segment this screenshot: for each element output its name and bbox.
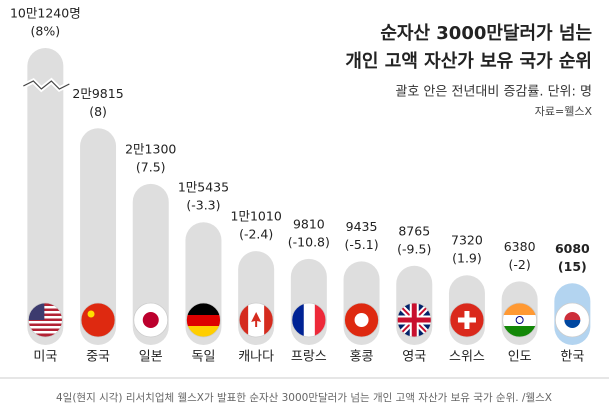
flag-outline bbox=[449, 302, 485, 338]
flag-part bbox=[28, 311, 63, 314]
source: 자료=웰스X bbox=[535, 105, 593, 118]
flag-part bbox=[515, 316, 524, 324]
category-label: 영국 bbox=[402, 350, 426, 365]
category-label: 인도 bbox=[508, 350, 532, 365]
flag bbox=[344, 303, 379, 337]
flag-part bbox=[457, 317, 476, 323]
flag-part bbox=[186, 326, 221, 337]
flag-outline bbox=[186, 302, 221, 338]
change-label: (8%) bbox=[31, 24, 61, 39]
flag-part bbox=[314, 303, 326, 337]
flag bbox=[186, 303, 221, 337]
value-label: 6380 bbox=[504, 239, 536, 254]
flag-part bbox=[28, 306, 63, 309]
flag-outline bbox=[80, 302, 116, 338]
category-label: 미국 bbox=[33, 350, 57, 365]
flag-part bbox=[28, 326, 63, 329]
flag-outline bbox=[554, 302, 590, 338]
category-label: 스위스 bbox=[449, 350, 485, 365]
flag-part bbox=[186, 303, 221, 315]
bar bbox=[80, 128, 117, 345]
value-label: 9810 bbox=[293, 216, 325, 231]
bar bbox=[27, 48, 64, 345]
change-label: (1.9) bbox=[452, 251, 482, 266]
flag-part bbox=[397, 303, 432, 337]
flag bbox=[133, 303, 168, 337]
flag bbox=[81, 303, 116, 337]
change-label: (-2) bbox=[509, 257, 531, 272]
flag bbox=[449, 303, 484, 337]
flag-part bbox=[502, 315, 537, 326]
flag bbox=[555, 303, 590, 337]
flag-part bbox=[251, 312, 262, 327]
category-label: 홍콩 bbox=[350, 350, 374, 365]
flag-part bbox=[354, 313, 369, 327]
category-label: 캐나다 bbox=[238, 350, 274, 365]
flag-part bbox=[142, 312, 159, 328]
axis-break bbox=[23, 80, 70, 90]
change-label: (-10.8) bbox=[288, 234, 330, 249]
category-label: 일본 bbox=[139, 350, 163, 365]
value-label: 7320 bbox=[451, 233, 483, 248]
change-label: (8) bbox=[89, 104, 107, 119]
flag-outline bbox=[502, 302, 538, 338]
caption: 4일(현지 시각) 리서치업체 웰스X가 발표한 순자산 3000만달러가 넘는… bbox=[56, 391, 552, 404]
flag-part bbox=[87, 310, 95, 318]
change-label: (7.5) bbox=[136, 159, 166, 174]
value-label: 6080 bbox=[555, 241, 590, 256]
flag-part bbox=[28, 316, 63, 319]
category-label: 중국 bbox=[86, 350, 110, 365]
value-label: 9435 bbox=[346, 219, 378, 234]
flag-outline bbox=[238, 302, 274, 338]
flag-outline bbox=[291, 302, 327, 338]
title-line: 순자산 3000만달러가 넘는 bbox=[380, 23, 592, 44]
category-label: 독일 bbox=[191, 350, 215, 365]
flag-part bbox=[564, 320, 581, 328]
flag-part bbox=[564, 312, 581, 320]
value-label: 2만9815 bbox=[72, 86, 123, 101]
flag-part bbox=[303, 303, 315, 337]
title-line: 개인 고액 자산가 보유 국가 순위 bbox=[345, 51, 592, 72]
subtitle: 괄호 안은 전년대비 증감률. 단위: 명 bbox=[395, 85, 592, 100]
flag bbox=[239, 303, 274, 337]
flag-part bbox=[186, 315, 221, 326]
bar bbox=[132, 183, 169, 345]
value-label: 1만5435 bbox=[178, 180, 229, 195]
change-label: (15) bbox=[558, 259, 587, 274]
flag-part bbox=[28, 331, 63, 334]
change-label: (-3.3) bbox=[186, 198, 220, 213]
change-label: (-2.4) bbox=[239, 227, 273, 242]
flag-outline bbox=[27, 302, 63, 338]
flag-outline bbox=[133, 302, 169, 338]
flag-part bbox=[291, 303, 304, 337]
flag-part bbox=[239, 303, 249, 337]
flag bbox=[291, 303, 326, 337]
flag-part bbox=[502, 303, 537, 315]
change-label: (-5.1) bbox=[344, 237, 378, 252]
category-label: 프랑스 bbox=[291, 350, 327, 365]
flag-part bbox=[264, 303, 274, 337]
value-label: 2만1300 bbox=[125, 141, 176, 156]
flag-part bbox=[502, 326, 537, 337]
flag-part bbox=[81, 303, 116, 337]
category-label: 한국 bbox=[560, 350, 584, 365]
flag bbox=[397, 303, 432, 337]
flag-part bbox=[28, 321, 63, 324]
flag bbox=[502, 303, 537, 337]
flag-outline bbox=[396, 302, 432, 338]
change-label: (-9.5) bbox=[397, 241, 431, 256]
value-label: 10만1240명 bbox=[10, 6, 81, 21]
value-label: 8765 bbox=[398, 223, 430, 238]
flag-outline bbox=[344, 302, 379, 338]
value-label: 1만1010 bbox=[231, 209, 282, 224]
